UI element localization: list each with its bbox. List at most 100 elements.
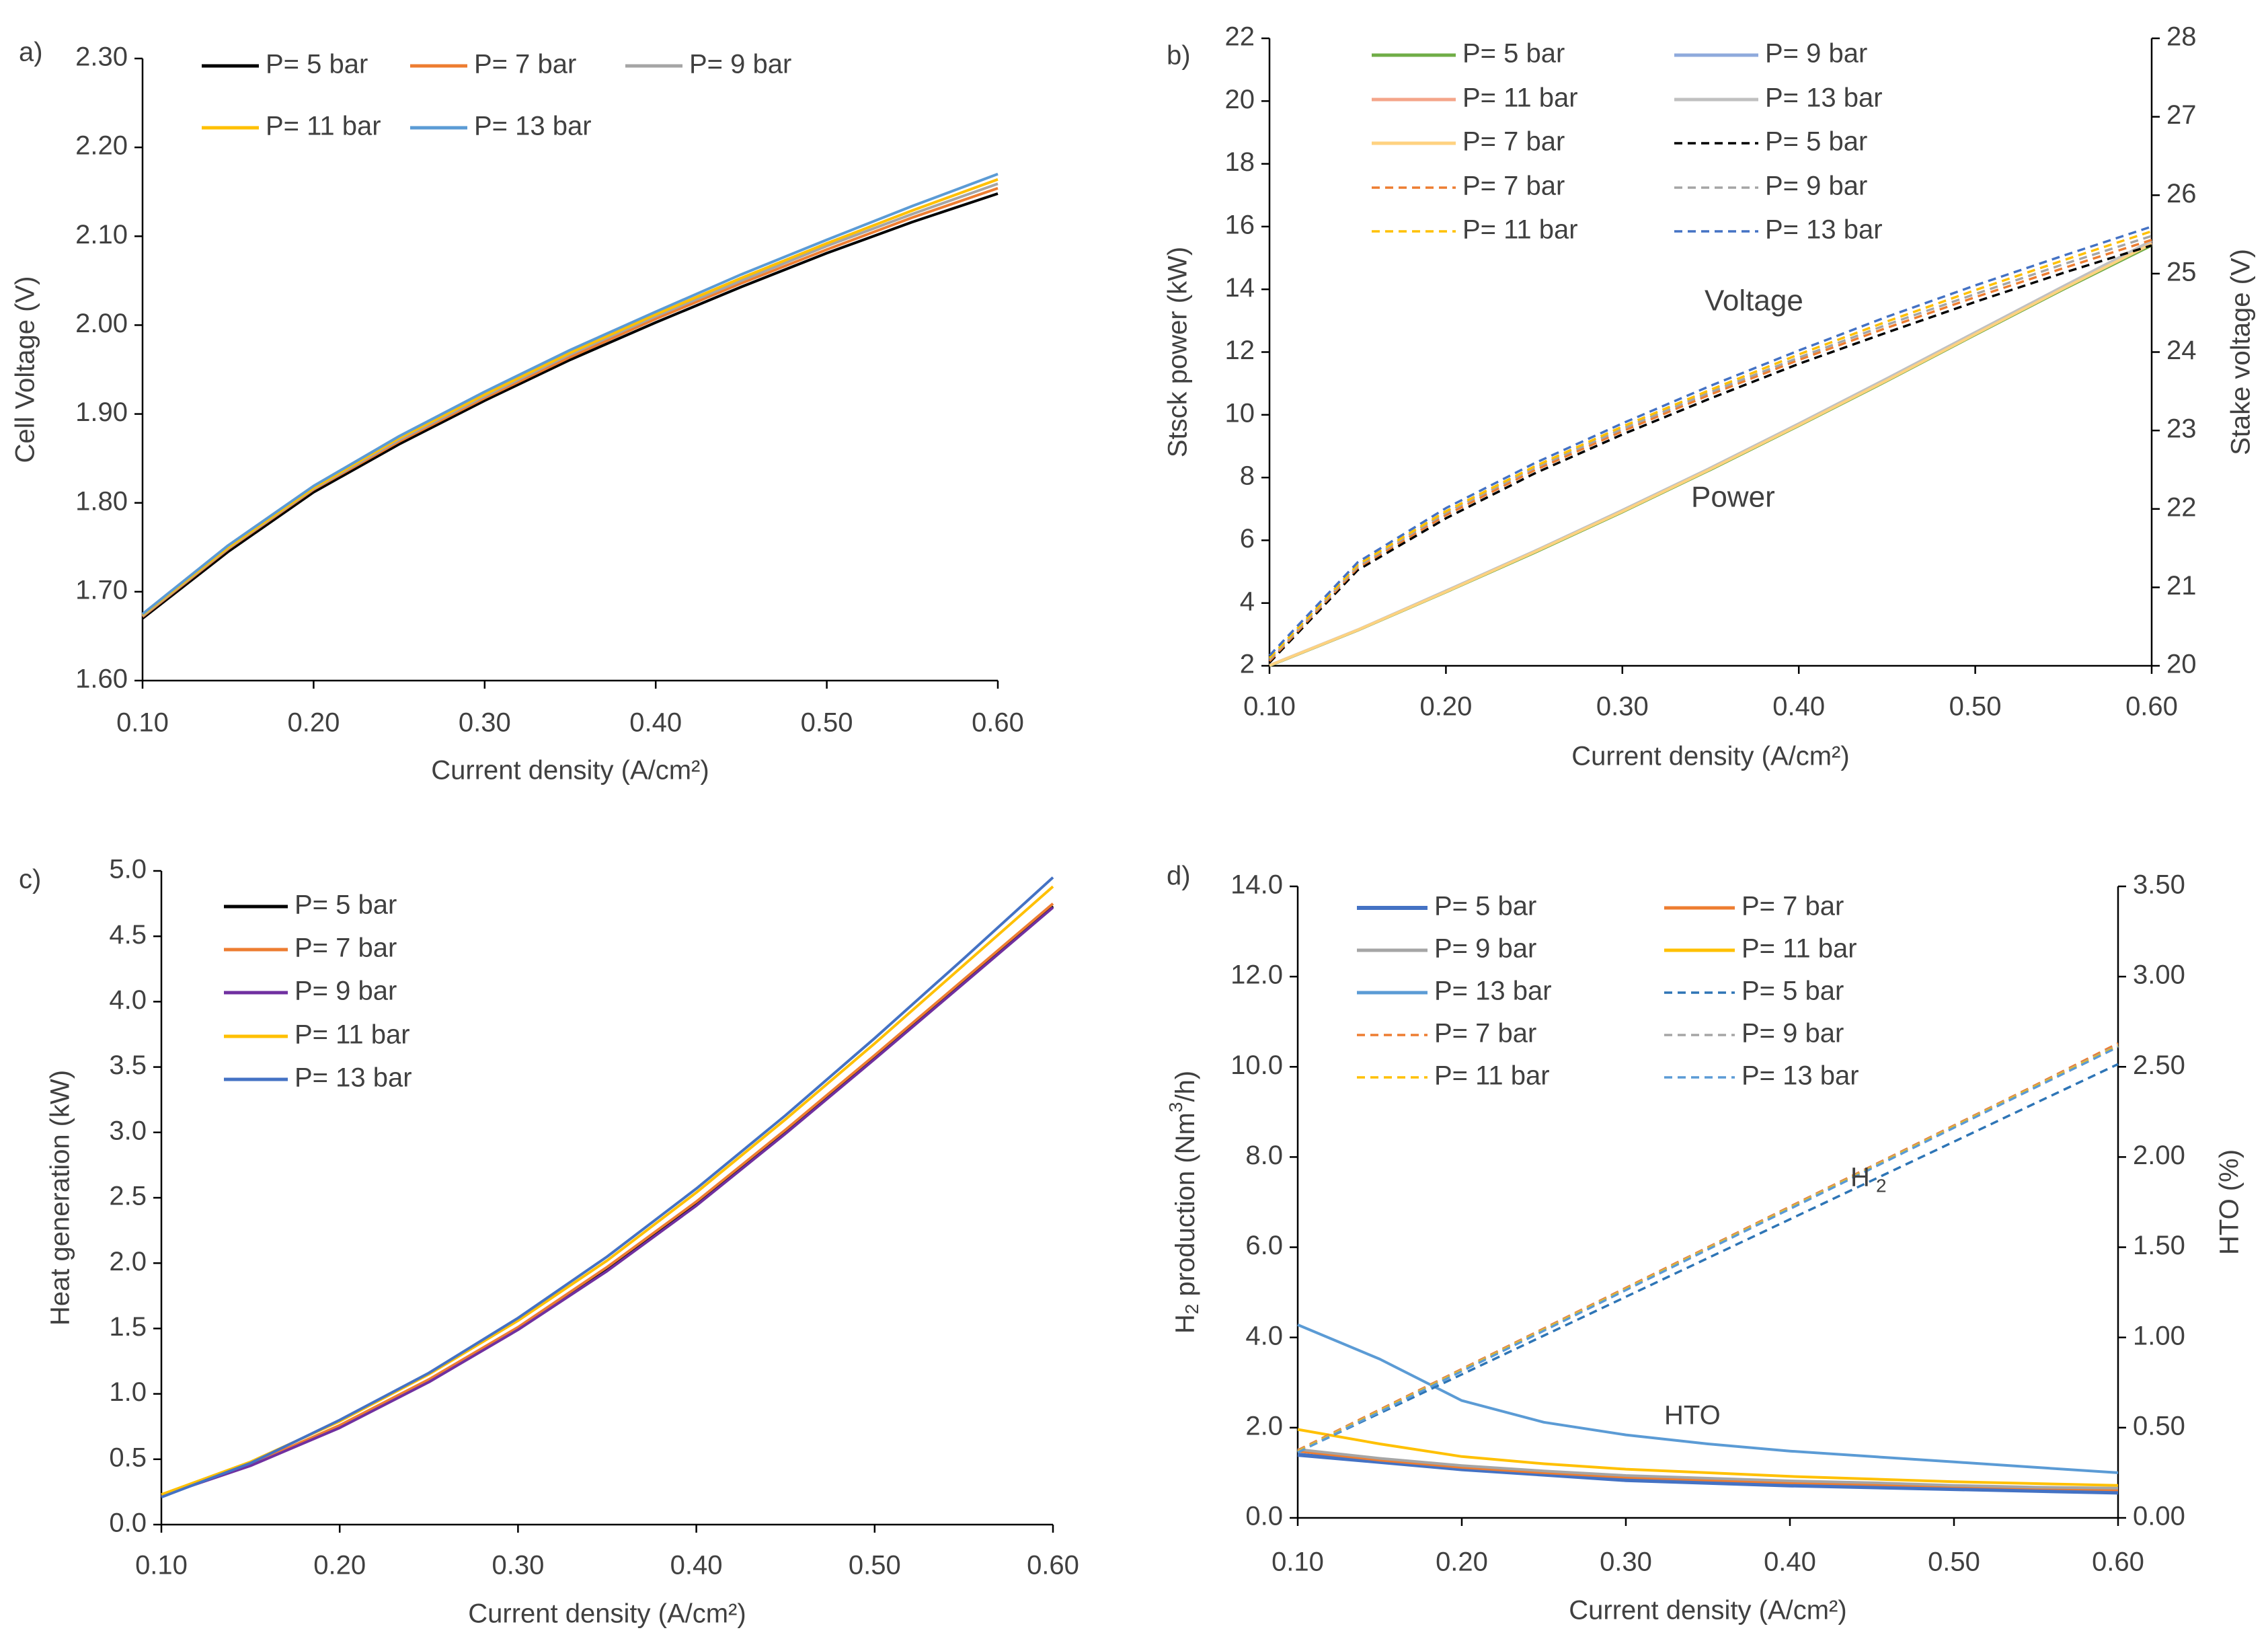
y-tick-label: 4.0 (1245, 1321, 1283, 1350)
series-line (161, 903, 1054, 1498)
x-tick-label: 0.50 (801, 708, 853, 738)
y-tick-label: 1.5 (109, 1312, 147, 1342)
y-axis-label: Heat generation (kW) (46, 1070, 75, 1326)
y-axis-label: Stsck power (kW) (1163, 247, 1193, 457)
legend-label: P= 5 bar (1742, 976, 1844, 1006)
x-tick-label: 0.30 (492, 1551, 544, 1580)
y-tick-label: 8.0 (1245, 1141, 1283, 1170)
y-tick-label: 4.5 (109, 920, 147, 950)
legend-label: P= 13 bar (1742, 1061, 1859, 1091)
y-tick-label: 22 (1225, 22, 1255, 52)
legend-label: P= 13 bar (1765, 215, 1883, 245)
y-tick-label: 2.30 (75, 42, 128, 72)
y-tick-label: 6.0 (1245, 1231, 1283, 1260)
legend-label: P= 9 bar (1765, 39, 1867, 69)
y-tick-label: 1.90 (75, 397, 128, 427)
legend-label: P= 11 bar (1434, 1061, 1550, 1091)
y-tick-label: 2.5 (109, 1182, 147, 1211)
x-tick-label: 0.10 (1272, 1547, 1324, 1577)
y-right-tick-label: 0.50 (2133, 1411, 2185, 1441)
annotation-label: HTO (1664, 1401, 1721, 1430)
y-tick-label: 5.0 (109, 855, 147, 884)
annotation-label: Power (1691, 481, 1775, 514)
y-axis-label: Cell Voltage (V) (11, 276, 40, 463)
x-tick-label: 0.30 (1596, 692, 1649, 722)
series-line (141, 172, 999, 615)
y-tick-label: 2 (1240, 650, 1255, 679)
legend-label: P= 9 bar (1765, 171, 1867, 201)
y-right-tick-label: 22 (2166, 492, 2197, 522)
y-tick-label: 1.60 (75, 664, 128, 694)
legend-label: P= 7 bar (295, 933, 397, 963)
y-tick-label: 4 (1240, 586, 1255, 616)
series-line (1269, 242, 2152, 667)
y-tick-label: 3.0 (109, 1116, 147, 1145)
y-tick-label: 2.00 (75, 309, 128, 338)
legend-label: P= 13 bar (474, 112, 592, 141)
x-axis-label: Current density (A/cm²) (1571, 742, 1849, 771)
x-tick-label: 0.30 (459, 708, 511, 738)
series-line (1297, 1046, 2119, 1454)
legend-label: P= 5 bar (1434, 892, 1536, 921)
series-line (1268, 239, 2152, 662)
y-right-tick-label: 23 (2166, 414, 2197, 444)
x-tick-label: 0.40 (629, 708, 682, 738)
legend-label: P= 5 bar (1462, 39, 1565, 69)
y-tick-label: 0.5 (109, 1443, 147, 1472)
y-tick-label: 18 (1225, 147, 1255, 177)
y-tick-label: 0.0 (1245, 1502, 1283, 1531)
y-right-tick-label: 26 (2166, 179, 2197, 208)
panel-label: d) (1167, 861, 1191, 891)
legend-label: P= 9 bar (1742, 1019, 1844, 1048)
legend-label: P= 9 bar (1434, 934, 1536, 964)
y-right-tick-label: 1.00 (2133, 1321, 2185, 1350)
series-line (1297, 1063, 2119, 1453)
x-tick-label: 0.20 (287, 708, 340, 738)
legend-label: P= 11 bar (1462, 83, 1578, 113)
x-tick-label: 0.10 (116, 708, 169, 738)
y-right-tick-label: 21 (2166, 571, 2197, 601)
legend-label: P= 7 bar (1742, 892, 1844, 921)
y-tick-label: 12.0 (1230, 960, 1283, 990)
y-tick-label: 2.20 (75, 131, 128, 161)
y-right-tick-label: 24 (2166, 336, 2197, 365)
x-tick-label: 0.10 (1243, 692, 1296, 722)
x-axis-label: Current density (A/cm²) (468, 1599, 746, 1629)
y-tick-label: 20 (1225, 85, 1255, 114)
y-right-tick-label: 3.50 (2133, 870, 2185, 900)
legend-label: P= 7 bar (1462, 127, 1565, 157)
y-tick-label: 0.0 (109, 1508, 147, 1538)
x-axis-label: Current density (A/cm²) (431, 756, 709, 786)
panel-label: c) (19, 865, 41, 894)
legend-label: P= 9 bar (689, 50, 791, 79)
y-axis-label: H2 production (Nm3/h) (1165, 1071, 1202, 1334)
x-tick-label: 0.50 (849, 1551, 901, 1580)
x-tick-label: 0.50 (1928, 1547, 1980, 1577)
y-tick-label: 10 (1225, 398, 1255, 428)
series-line (1268, 225, 2152, 657)
legend-label: P= 13 bar (1434, 976, 1552, 1006)
y-tick-label: 14.0 (1230, 870, 1283, 900)
series-line (1268, 244, 2152, 664)
y-tick-label: 12 (1225, 336, 1255, 365)
y-tick-label: 16 (1225, 210, 1255, 239)
annotation-label: Voltage (1705, 284, 1803, 317)
x-tick-label: 0.40 (1764, 1547, 1816, 1577)
x-tick-label: 0.40 (1772, 692, 1825, 722)
series-line (1297, 1448, 2119, 1490)
y-tick-label: 2.0 (1245, 1411, 1283, 1441)
legend-label: P= 11 bar (295, 1020, 410, 1050)
y-tick-label: 2.10 (75, 220, 128, 250)
legend-label: P= 13 bar (1765, 83, 1883, 113)
y-tick-label: 8 (1240, 461, 1255, 491)
y-tick-label: 2.0 (109, 1247, 147, 1276)
panel-label: b) (1167, 41, 1191, 71)
x-axis-label: Current density (A/cm²) (1569, 1596, 1846, 1625)
chart-panel-b: b)0.10 0.20 0.30 0.40 0.50 0.6024681012141618… (1163, 22, 2256, 771)
series-line (1268, 230, 2152, 659)
y-axis-right-label: Stake voltage (V) (2226, 249, 2256, 455)
annotation-label: H (1850, 1163, 1870, 1192)
y-tick-label: 1.80 (75, 486, 128, 516)
series-line (141, 192, 999, 620)
